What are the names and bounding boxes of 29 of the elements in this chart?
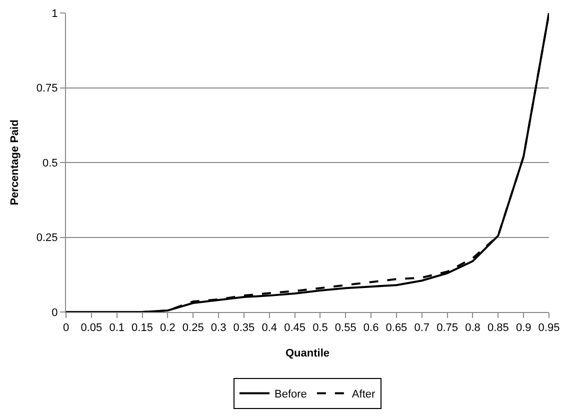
x-tick-label: 0.2 [160, 322, 176, 334]
x-tick-label: 0.8 [465, 322, 480, 334]
x-tick-label: 0.4 [262, 322, 278, 334]
x-tick-label: 0.1 [109, 322, 124, 334]
x-tick-label: 0.7 [414, 322, 430, 334]
x-tick-label: 0.15 [132, 322, 153, 334]
y-tick-label: 0.75 [36, 82, 58, 95]
y-tick-label: 1 [52, 8, 58, 20]
x-tick-label: 0.6 [363, 322, 379, 334]
x-tick-label: 0.5 [312, 322, 328, 334]
x-tick-label: 0.85 [487, 322, 509, 334]
x-tick-label: 0.25 [182, 322, 204, 334]
legend-label: After [352, 388, 376, 401]
x-axis-title: Quantile [285, 347, 330, 360]
x-tick-label: 0.65 [386, 322, 408, 334]
y-tick-label: 0 [52, 306, 58, 319]
x-tick-label: 0.35 [233, 322, 255, 334]
x-tick-label: 0.9 [516, 322, 532, 334]
y-axis-title: Percentage Paid [9, 120, 22, 206]
y-tick-label: 0.5 [42, 157, 58, 170]
x-tick-label: 0.95 [538, 322, 560, 334]
y-tick-label: 0.25 [36, 232, 58, 244]
x-tick-label: 0 [62, 322, 70, 334]
x-tick-label: 0.45 [284, 322, 306, 334]
x-tick-label: 0.75 [436, 322, 458, 334]
legend-label: Before [274, 388, 307, 401]
x-tick-label: 0.3 [210, 322, 226, 334]
x-tick-label: 0.05 [80, 322, 102, 334]
x-tick-label: 0.55 [334, 322, 356, 334]
